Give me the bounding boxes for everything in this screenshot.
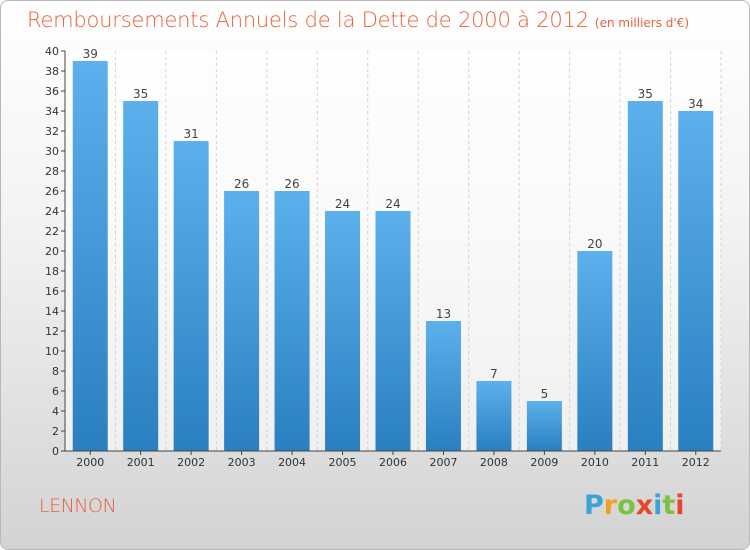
x-tick-label: 2005: [329, 456, 357, 469]
x-tick-label: 2008: [480, 456, 508, 469]
value-label: 35: [133, 87, 148, 101]
title-main: Remboursements Annuels de la Dette de 20…: [27, 8, 589, 32]
y-tick-label: 8: [52, 365, 59, 378]
bars: [72, 61, 714, 451]
y-tick-label: 18: [45, 265, 59, 278]
bar: [72, 61, 108, 451]
bar: [173, 141, 209, 451]
y-tick-label: 30: [45, 145, 59, 158]
bar: [425, 321, 461, 451]
y-tick-label: 14: [45, 305, 59, 318]
x-tick-label: 2006: [379, 456, 407, 469]
y-tick-label: 34: [45, 105, 59, 118]
value-label: 35: [638, 87, 653, 101]
y-tick-label: 36: [45, 85, 59, 98]
x-tick-label: 2011: [631, 456, 659, 469]
logo-letter: o: [617, 490, 636, 521]
x-tick-label: 2009: [530, 456, 558, 469]
y-tick-label: 32: [45, 125, 59, 138]
y-tick-label: 20: [45, 245, 59, 258]
logo-letter: r: [603, 490, 618, 521]
y-tick-label: 28: [45, 165, 59, 178]
y-tick-label: 6: [52, 385, 59, 398]
bar: [526, 401, 562, 451]
value-label: 13: [436, 307, 451, 321]
bar: [476, 381, 512, 451]
value-labels: 39 35 31 26 26 24 24 13 7 5 20 35 34: [83, 47, 704, 401]
logo-letter: i: [675, 490, 685, 521]
y-tick-label: 16: [45, 285, 59, 298]
logo-letter: i: [653, 490, 663, 521]
axes: 2000 2001 2002 2003 2004 2005 2006 2007 2008 2009…: [45, 45, 721, 469]
value-label: 26: [234, 177, 249, 191]
bar: [375, 211, 411, 451]
value-label: 5: [541, 387, 549, 401]
bar: [123, 101, 159, 451]
y-tick-label: 12: [45, 325, 59, 338]
value-label: 31: [184, 127, 199, 141]
value-label: 7: [490, 367, 498, 381]
x-tick-label: 2012: [682, 456, 710, 469]
x-tick-label: 2004: [278, 456, 306, 469]
y-tick-label: 26: [45, 185, 59, 198]
title-unit: (en milliers d'€): [594, 16, 690, 30]
y-tick-label: 22: [45, 225, 59, 238]
bar: [224, 191, 260, 451]
logo-letter: t: [662, 490, 676, 521]
value-label: 39: [83, 47, 98, 61]
bar: [325, 211, 361, 451]
x-tick-label: 2001: [127, 456, 155, 469]
commune-name: LENNON: [39, 495, 117, 517]
y-tick-label: 4: [52, 405, 59, 418]
proxiti-logo: Proxiti: [584, 490, 685, 521]
logo-letter: x: [635, 490, 654, 521]
y-tick-label: 38: [45, 65, 59, 78]
logo-letter: P: [584, 490, 604, 521]
y-tick-label: 0: [52, 445, 59, 458]
value-label: 24: [385, 197, 400, 211]
y-tick-label: 24: [45, 205, 59, 218]
value-label: 34: [688, 97, 703, 111]
chart-title: Remboursements Annuels de la Dette de 20…: [27, 8, 689, 32]
x-tick-label: 2010: [581, 456, 609, 469]
x-tick-label: 2002: [177, 456, 205, 469]
y-tick-label: 40: [45, 45, 59, 58]
x-tick-label: 2000: [76, 456, 104, 469]
y-tick-label: 2: [52, 425, 59, 438]
bar: [678, 111, 714, 451]
y-tick-label: 10: [45, 345, 59, 358]
x-tick-label: 2003: [228, 456, 256, 469]
value-label: 20: [587, 237, 602, 251]
bar: [627, 101, 663, 451]
bar: [274, 191, 310, 451]
value-label: 24: [335, 197, 350, 211]
bar: [577, 251, 613, 451]
x-tick-label: 2007: [429, 456, 457, 469]
value-label: 26: [284, 177, 299, 191]
